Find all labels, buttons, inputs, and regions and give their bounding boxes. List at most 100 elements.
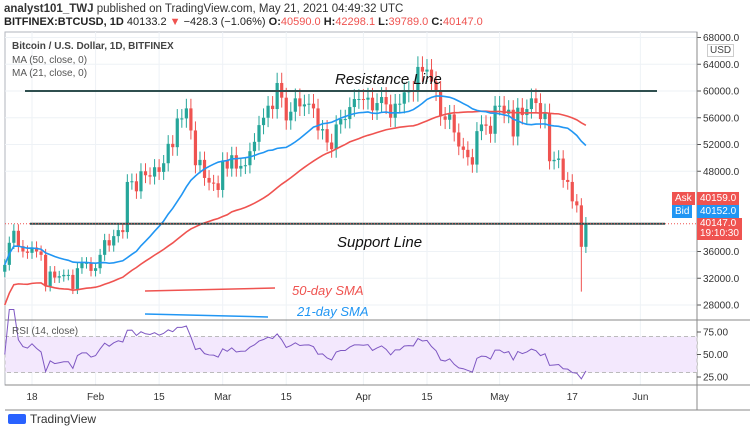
candle-body: [452, 114, 456, 133]
candle-body: [261, 117, 266, 126]
candle-body: [157, 167, 161, 172]
candle-body: [184, 108, 188, 119]
candle-body: [103, 240, 107, 255]
candle-body: [139, 171, 143, 192]
candle-body: [579, 205, 583, 247]
close: 40147.0: [442, 16, 483, 28]
candle-body: [484, 124, 488, 126]
candle-body: [557, 158, 561, 160]
candle-body: [80, 262, 84, 269]
candle-body: [516, 107, 520, 137]
open: 40590.0: [280, 16, 321, 28]
last-price-value: 40147.0: [700, 218, 737, 229]
candle-body: [166, 143, 170, 164]
x-tick-label: 17: [567, 392, 579, 403]
candle-body: [307, 103, 311, 105]
sma21-line: [4, 95, 587, 266]
candle-body: [62, 274, 66, 277]
candle-body: [320, 129, 325, 131]
candle-body: [21, 246, 25, 252]
rsi-line: [4, 309, 587, 380]
candle-body: [334, 124, 338, 150]
candle-body: [584, 223, 588, 247]
candle-body: [448, 114, 452, 120]
candle-body: [289, 111, 293, 121]
candle-body: [520, 107, 524, 116]
change: −428.3 (−1.06%): [183, 16, 266, 28]
candle-body: [112, 236, 116, 246]
candle-body: [434, 81, 438, 91]
publish-text: published on TradingView.com, May 21, 20…: [96, 3, 404, 15]
sma21-label: 21-day SMA: [297, 304, 369, 319]
candle-body: [152, 167, 157, 177]
candle-body: [439, 91, 443, 117]
candle-body: [339, 119, 343, 125]
last-price-tag: 40147.0 19:10:30: [697, 218, 742, 240]
candle-body: [171, 143, 175, 148]
y-tick-label: 68000.0: [703, 33, 740, 44]
currency-label: USD: [707, 44, 735, 57]
candle-body: [470, 157, 474, 165]
candle-body: [398, 103, 402, 105]
candle-body: [266, 105, 270, 118]
candle-body: [130, 181, 134, 183]
candle-body: [125, 181, 129, 233]
candle-body: [193, 130, 198, 166]
candle-body: [384, 97, 388, 105]
candle-body: [525, 109, 529, 116]
candle-body: [466, 149, 470, 158]
sma21-legend-line: [144, 313, 269, 318]
candle-body: [443, 116, 447, 120]
legend-title: Bitcoin / U.S. Dollar, 1D, BITFINEX: [12, 41, 174, 52]
brand-name: TradingView: [30, 412, 97, 426]
candle-body: [275, 82, 279, 110]
candle-body: [34, 247, 39, 252]
y-tick-label: 60000.0: [703, 87, 740, 98]
candle-body: [343, 119, 347, 121]
candle-body: [575, 201, 579, 206]
candle-body: [302, 104, 306, 107]
h-label: H:: [323, 16, 336, 28]
high: 42298.1: [335, 16, 376, 28]
candle-body: [420, 66, 425, 72]
ask-price: 40159.0: [697, 192, 740, 205]
candle-body: [239, 165, 243, 169]
candle-body: [234, 155, 238, 169]
candle-body: [566, 179, 570, 182]
l-label: L:: [378, 16, 389, 28]
sma50-legend-line: [144, 287, 276, 292]
candle-body: [366, 97, 370, 100]
x-tick-label: 18: [26, 392, 38, 403]
candle-body: [425, 69, 429, 72]
candle-body: [552, 159, 556, 162]
legend-rsi: RSI (14, close): [12, 326, 79, 337]
candle-body: [198, 159, 202, 166]
candle-body: [325, 129, 329, 143]
x-tick-label: May: [490, 392, 509, 403]
candle-body: [257, 125, 261, 142]
candle-body: [12, 230, 16, 243]
x-tick-label: Feb: [87, 392, 105, 403]
candle-body: [180, 118, 184, 120]
candle-body: [66, 274, 70, 276]
ohlc-bar: BITFINEX:BTCUSD, 1D 40133.2 ▼ −428.3 (−1…: [4, 16, 483, 28]
candle-body: [212, 182, 216, 184]
candle-body: [143, 171, 148, 176]
y-tick-label: 36000.0: [703, 247, 740, 258]
candle-body: [561, 158, 565, 180]
candle-body: [121, 230, 125, 233]
candle-body: [89, 262, 93, 271]
candle-body: [162, 163, 166, 172]
tradingview-logo[interactable]: TradingView: [8, 412, 96, 426]
candle-body: [243, 165, 247, 167]
bid-label: Bid: [672, 205, 693, 218]
candle-body: [175, 118, 179, 148]
candle-body: [148, 175, 152, 177]
tradingview-icon: [8, 414, 26, 424]
author: analyst101_TWJ: [4, 3, 94, 15]
sma50-label: 50-day SMA: [292, 283, 364, 298]
candle-body: [498, 105, 502, 107]
candle-body: [16, 230, 20, 247]
candle-body: [429, 69, 434, 82]
